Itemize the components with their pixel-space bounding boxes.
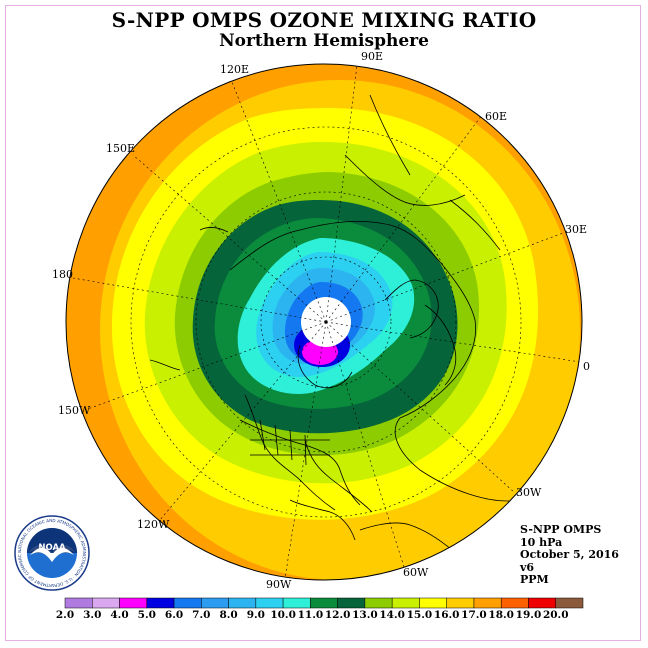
- lon-label-60e: 60E: [485, 110, 507, 123]
- colorbar-tick-label: 9.0: [247, 609, 265, 621]
- lon-label-90w: 90W: [266, 578, 292, 591]
- graticule: [72, 64, 581, 579]
- page-subtitle: Northern Hemisphere: [219, 31, 429, 51]
- ozone-field: [66, 64, 582, 580]
- lon-label-120w: 120W: [137, 518, 170, 531]
- colorbar-swatch: [528, 597, 556, 609]
- colorbar-swatch: [473, 597, 502, 609]
- colorbar-tick-label: 8.0: [219, 609, 237, 621]
- colorbar-swatch: [173, 597, 202, 609]
- colorbar-swatch: [555, 597, 584, 609]
- colorbar-swatch: [310, 597, 338, 609]
- colorbar-tick-label: 14.0: [379, 609, 405, 621]
- longitude-labels: 90E 60E 30E 0 30W 60W 90W 120W 150W 180 …: [52, 50, 590, 591]
- colorbar-tick-label: 5.0: [138, 609, 156, 621]
- colorbar-tick-label: 16.0: [434, 609, 460, 621]
- page-title: S-NPP OMPS OZONE MIXING RATIO: [111, 8, 537, 32]
- colorbar-tick-label: 15.0: [407, 609, 433, 621]
- colorbar-tick-label: 19.0: [516, 609, 542, 621]
- info-level: 10 hPa: [520, 535, 563, 549]
- colorbar-tick-label: 6.0: [165, 609, 183, 621]
- colorbar-tick-label: 3.0: [83, 609, 101, 621]
- logo-gull-white: [30, 547, 74, 562]
- colorbar-tick-label: 18.0: [488, 609, 514, 621]
- colorbar-swatch: [255, 597, 284, 609]
- lon-label-150e: 150E: [106, 142, 135, 155]
- logo-wordmark: NOAA: [38, 543, 66, 553]
- globe-outline: [65, 63, 583, 581]
- colorbar-swatch: [146, 597, 175, 609]
- colorbar-swatch: [64, 597, 93, 609]
- lon-label-150w: 150W: [58, 404, 91, 417]
- plot-frame: [5, 5, 641, 641]
- colorbar-swatch: [446, 597, 475, 609]
- colorbar-swatch: [500, 597, 529, 609]
- colorbar-tick-label: 7.0: [192, 609, 210, 621]
- colorbar-swatch: [201, 597, 229, 609]
- colorbar: 2.0 3.0 4.0 5.0 6.0 7.0 8.0 9.0 10.0 11.0 12.0 13.0…: [56, 597, 584, 621]
- colorbar-tick-label: 20.0: [543, 609, 569, 621]
- colorbar-swatch: [119, 597, 148, 609]
- lon-label-0: 0: [583, 360, 590, 373]
- colorbar-swatch: [228, 597, 257, 609]
- lon-label-90e: 90E: [361, 50, 383, 63]
- info-instrument: S-NPP OMPS: [520, 523, 602, 536]
- colorbar-tick-label: 13.0: [352, 609, 378, 621]
- colorbar-swatch: [364, 597, 393, 609]
- colorbar-swatch: [337, 597, 366, 609]
- info-version: v6: [520, 560, 535, 574]
- lon-label-120e: 120E: [220, 63, 249, 76]
- logo-top-cap: [27, 528, 77, 553]
- colorbar-swatch: [419, 597, 447, 609]
- colorbar-swatch: [282, 597, 311, 609]
- colorbar-tick-label: 2.0: [56, 609, 74, 621]
- info-date: October 5, 2016: [520, 548, 619, 561]
- colorbar-tick-label: 4.0: [110, 609, 128, 621]
- lon-label-180: 180: [52, 268, 73, 281]
- colorbar-tick-label: 10.0: [270, 609, 296, 621]
- lon-label-30w: 30W: [516, 486, 542, 499]
- colorbar-swatch: [391, 597, 420, 609]
- colorbar-tick-label: 12.0: [325, 609, 351, 621]
- colorbar-tick-label: 17.0: [461, 609, 487, 621]
- colorbar-tick-label: 11.0: [298, 609, 324, 621]
- lon-label-30e: 30E: [565, 223, 587, 236]
- lon-label-60w: 60W: [403, 566, 429, 579]
- info-block: S-NPP OMPS 10 hPa October 5, 2016 v6 PPM: [520, 523, 619, 587]
- colorbar-swatch: [92, 597, 120, 609]
- info-units: PPM: [520, 573, 549, 586]
